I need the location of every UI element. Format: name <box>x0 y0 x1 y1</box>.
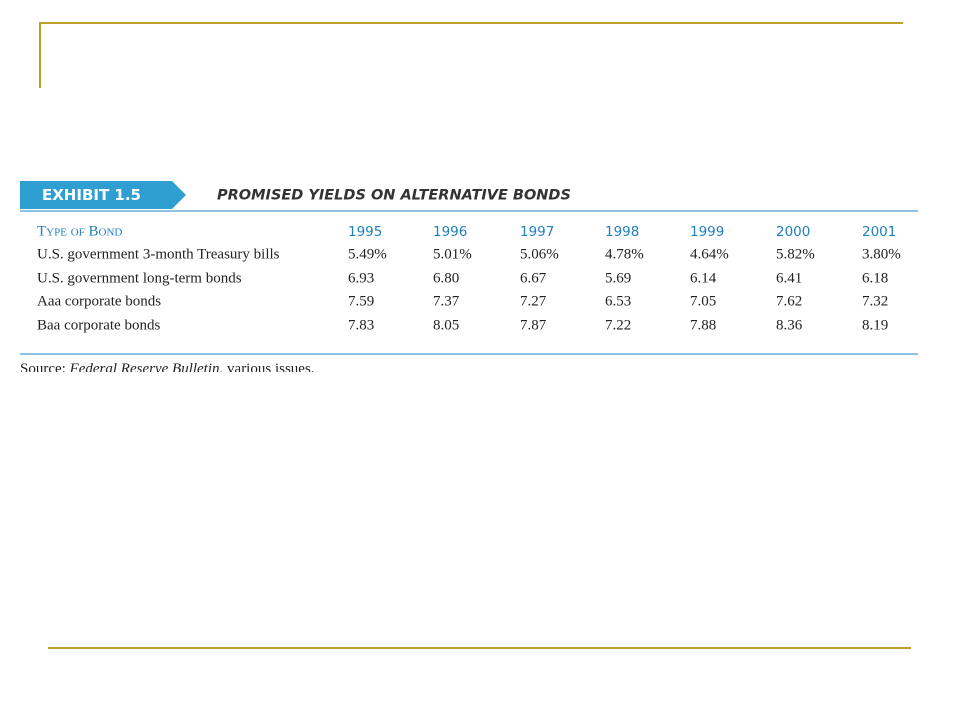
exhibit-banner <box>20 181 186 209</box>
source-label: Source: <box>20 361 70 377</box>
cell: 5.01% <box>433 246 472 262</box>
cell: 6.80 <box>433 270 459 286</box>
cell: 7.62 <box>776 293 802 309</box>
cell: 5.06% <box>520 246 559 262</box>
cell: 7.87 <box>520 317 547 333</box>
cell: 7.88 <box>690 317 716 333</box>
cell: 6.18 <box>862 270 888 286</box>
cell: 7.05 <box>690 293 716 309</box>
cell: 5.82% <box>776 246 815 262</box>
header-year: 2000 <box>776 224 810 240</box>
source-note: Source: Federal Reserve Bulletin, variou… <box>20 361 315 377</box>
row-label: U.S. government 3-month Treasury bills <box>37 246 280 262</box>
row-label: U.S. government long-term bonds <box>37 270 242 286</box>
header-year: 1995 <box>348 224 382 240</box>
cell: 7.83 <box>348 317 374 333</box>
header-year: 1997 <box>520 224 554 240</box>
header-year: 2001 <box>862 224 896 240</box>
cell: 5.49% <box>348 246 387 262</box>
header-year: 1996 <box>433 224 467 240</box>
row-label: Aaa corporate bonds <box>37 293 161 309</box>
source-publication: Federal Reserve Bulletin <box>69 361 220 377</box>
cell: 5.69 <box>605 270 631 286</box>
exhibit-label: EXHIBIT 1.5 <box>42 186 141 204</box>
cell: 8.05 <box>433 317 459 333</box>
cell: 6.67 <box>520 270 547 286</box>
cell: 8.36 <box>776 317 803 333</box>
exhibit-title: PROMISED YIELDS ON ALTERNATIVE BONDS <box>217 188 571 204</box>
row-label: Baa corporate bonds <box>37 317 160 333</box>
cell: 7.32 <box>862 293 888 309</box>
cell: 4.64% <box>690 246 729 262</box>
header-year: 1998 <box>605 224 639 240</box>
cell: 7.22 <box>605 317 631 333</box>
cell: 6.93 <box>348 270 374 286</box>
table: Type of Bond 1995 1996 1997 1998 1999 2000 2001… <box>37 223 901 333</box>
cell: 6.53 <box>605 293 631 309</box>
cell: 6.41 <box>776 270 802 286</box>
header-label: Type of Bond <box>37 223 122 239</box>
cell: 8.19 <box>862 317 888 333</box>
cell: 7.59 <box>348 293 374 309</box>
source-text: , various issues. <box>220 361 315 377</box>
cell: 4.78% <box>605 246 644 262</box>
cell: 7.37 <box>433 293 460 309</box>
cell: 3.80% <box>862 246 901 262</box>
header-year: 1999 <box>690 224 724 240</box>
cell: 6.14 <box>690 270 717 286</box>
cell: 7.27 <box>520 293 547 309</box>
